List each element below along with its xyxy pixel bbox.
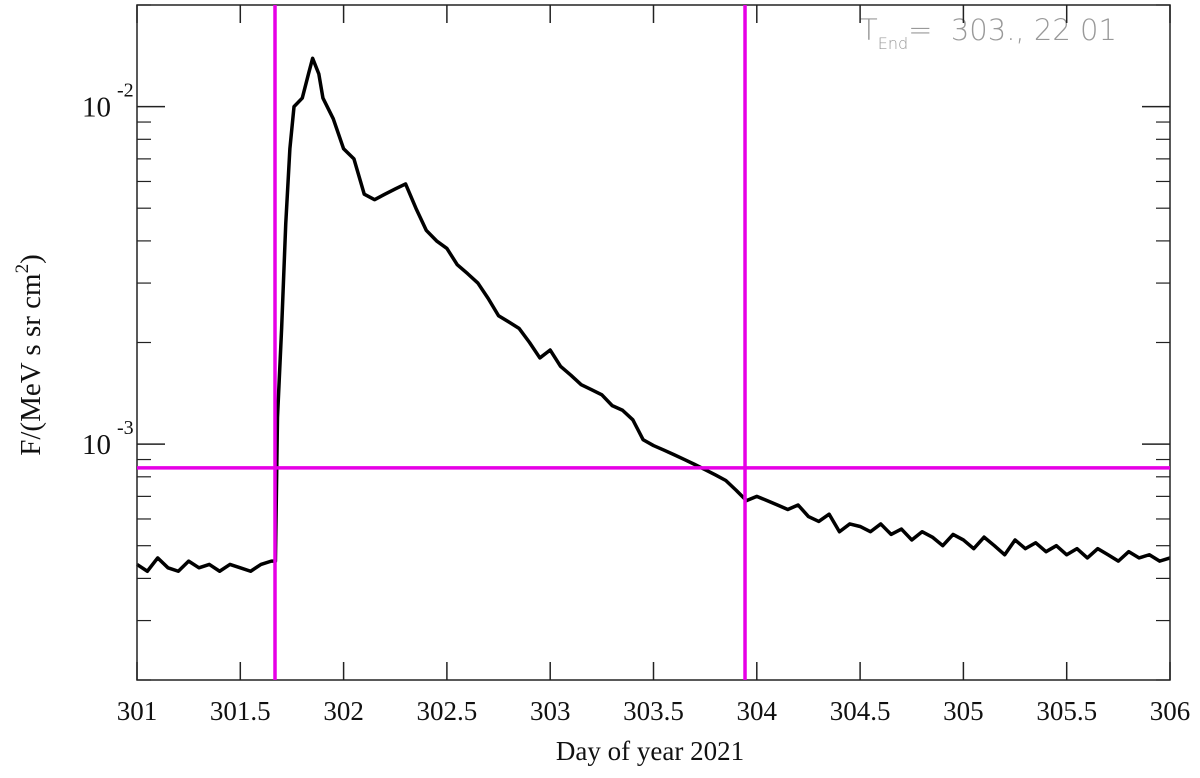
- y-tick-base: 10: [82, 429, 111, 461]
- plot-area: [136, 56, 1171, 573]
- y-axis-title: F/(MeV s sr cm2): [12, 254, 47, 456]
- x-tick-label: 301: [117, 696, 158, 726]
- y-tick-label: 10 -3: [82, 417, 134, 461]
- x-tick-label: 306: [1150, 696, 1191, 726]
- annotation-sub: End: [878, 34, 908, 53]
- x-tick-label: 305: [943, 696, 984, 726]
- x-tick-label: 304: [737, 696, 778, 726]
- y-tick-label: 10 -2: [82, 80, 134, 124]
- y-axis-title-tail: ): [15, 254, 47, 264]
- y-tick-exponent: -3: [117, 417, 134, 439]
- annotation-rest: = 303., 22 01: [908, 13, 1117, 47]
- x-tick-label: 303.5: [623, 696, 684, 726]
- annotation-main: T: [860, 13, 878, 47]
- x-tick-label: 301.5: [210, 696, 271, 726]
- flux-line: [136, 56, 1171, 573]
- x-tick-label: 305.5: [1036, 696, 1097, 726]
- y-tick-exponent: -2: [117, 80, 134, 102]
- x-axis-title: Day of year 2021: [556, 736, 744, 766]
- y-axis-title-sup: 2: [12, 264, 33, 274]
- y-tick-base: 10: [82, 92, 111, 124]
- x-tick-label: 302: [323, 696, 364, 726]
- y-axis-title-text: F/(MeV s sr cm: [15, 273, 47, 456]
- x-tick-label: 303: [530, 696, 571, 726]
- x-tick-label: 304.5: [830, 696, 891, 726]
- x-tick-label: 302.5: [417, 696, 478, 726]
- annotation: TEnd= 303., 22 01: [860, 13, 1117, 53]
